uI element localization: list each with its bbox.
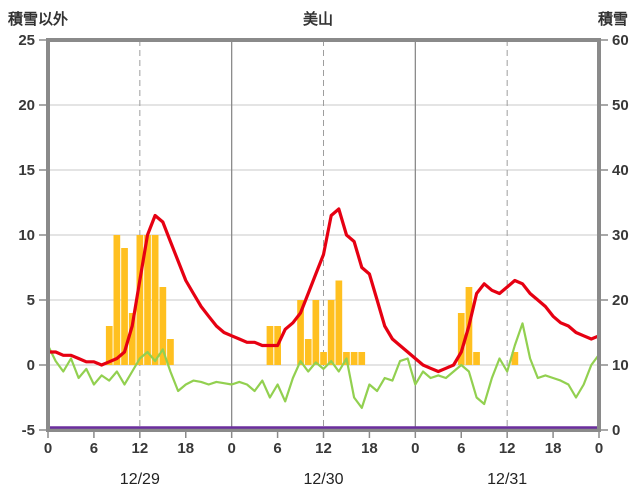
plot-frame bbox=[46, 38, 601, 432]
y-left-tick-label: 15 bbox=[18, 162, 35, 179]
snowfall-bar bbox=[136, 235, 144, 365]
y-right-tick-label: 20 bbox=[612, 292, 629, 309]
x-tick-label: 18 bbox=[545, 440, 562, 457]
snowfall-bar bbox=[151, 235, 159, 365]
temperature-line bbox=[46, 322, 601, 409]
y-left-tick-label: -5 bbox=[22, 422, 35, 439]
y-right-tick-label: 50 bbox=[612, 97, 629, 114]
snowfall-bar bbox=[121, 248, 128, 365]
y-right-tick-label: 60 bbox=[612, 32, 629, 49]
y-right-tick-label: 0 bbox=[612, 422, 620, 439]
snowfall-bar bbox=[167, 339, 174, 365]
snowfall-bar bbox=[320, 352, 327, 365]
y-left-tick-label: 10 bbox=[18, 227, 35, 244]
x-tick-label: 12 bbox=[499, 440, 516, 457]
snowfall-bar bbox=[159, 287, 167, 365]
x-tick-label: 18 bbox=[177, 440, 194, 457]
snowfall-bar bbox=[511, 352, 519, 365]
snowfall-bar bbox=[457, 313, 465, 365]
right-axis-title: 積雪 bbox=[597, 11, 628, 28]
x-tick-label: 18 bbox=[361, 440, 378, 457]
snowfall-bar bbox=[350, 352, 358, 365]
left-axis-title: 積雪以外 bbox=[8, 11, 69, 28]
x-tick-label: 12 bbox=[315, 440, 332, 457]
snowfall-bar bbox=[335, 280, 343, 365]
snowfall-bar bbox=[144, 235, 151, 365]
snowfall-bar bbox=[304, 339, 312, 365]
snow-depth-line bbox=[46, 207, 601, 374]
x-tick-label: 6 bbox=[457, 440, 465, 457]
snowfall-bar bbox=[113, 235, 121, 365]
snowfall-bar bbox=[297, 300, 304, 365]
x-tick-label: 0 bbox=[44, 440, 52, 457]
chart-title: 美山 bbox=[302, 11, 333, 28]
x-tick-label: 6 bbox=[90, 440, 98, 457]
y-right-tick-label: 40 bbox=[612, 162, 629, 179]
snowfall-bar bbox=[105, 326, 113, 365]
x-tick-label: 6 bbox=[273, 440, 281, 457]
y-left-tick-label: 25 bbox=[18, 32, 35, 49]
snowfall-bar bbox=[358, 352, 366, 365]
y-right-tick-label: 30 bbox=[612, 227, 629, 244]
x-tick-label: 12 bbox=[131, 440, 148, 457]
snowfall-bar bbox=[128, 313, 136, 365]
date-label: 12/30 bbox=[303, 471, 343, 488]
date-label: 12/29 bbox=[120, 471, 160, 488]
y-left-tick-label: 20 bbox=[18, 97, 35, 114]
y-right-tick-label: 10 bbox=[612, 357, 629, 374]
y-left-tick-label: 0 bbox=[27, 357, 35, 374]
x-tick-label: 0 bbox=[411, 440, 419, 457]
date-label: 12/31 bbox=[487, 471, 527, 488]
x-tick-label: 0 bbox=[595, 440, 603, 457]
snowfall-bar bbox=[473, 352, 480, 365]
snowfall-bar bbox=[312, 300, 320, 365]
snowfall-bar bbox=[327, 300, 335, 365]
x-tick-label: 0 bbox=[227, 440, 235, 457]
y-left-tick-label: 5 bbox=[27, 292, 35, 309]
